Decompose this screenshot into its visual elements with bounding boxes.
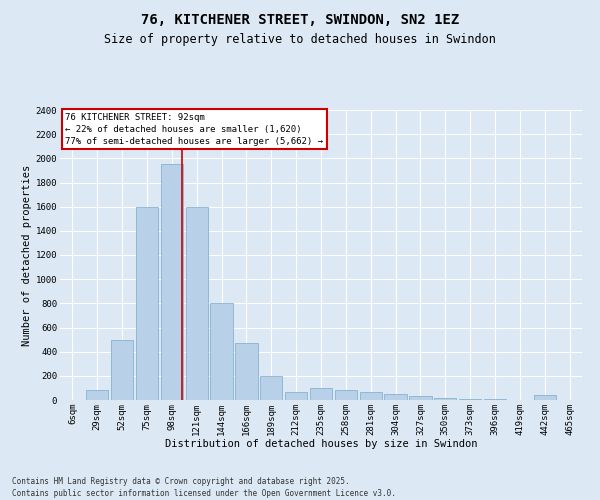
Bar [161,164,183,400]
Text: Contains HM Land Registry data © Crown copyright and database right 2025.
Contai: Contains HM Land Registry data © Crown c… [12,476,396,498]
X-axis label: Distribution of detached houses by size in Swindon: Distribution of detached houses by size … [165,439,477,449]
Bar [211,304,233,400]
Bar [285,392,307,400]
Bar [185,206,208,400]
Bar [533,395,556,400]
Bar [111,340,133,400]
Text: 76 KITCHENER STREET: 92sqm
← 22% of detached houses are smaller (1,620)
77% of s: 76 KITCHENER STREET: 92sqm ← 22% of deta… [65,113,323,146]
Bar [310,388,332,400]
Bar [86,390,109,400]
Text: 76, KITCHENER STREET, SWINDON, SN2 1EZ: 76, KITCHENER STREET, SWINDON, SN2 1EZ [141,12,459,26]
Bar [409,396,431,400]
Y-axis label: Number of detached properties: Number of detached properties [22,164,32,346]
Bar [260,376,283,400]
Bar [459,399,481,400]
Bar [136,206,158,400]
Bar [434,398,457,400]
Bar [235,343,257,400]
Bar [385,394,407,400]
Text: Size of property relative to detached houses in Swindon: Size of property relative to detached ho… [104,32,496,46]
Bar [359,392,382,400]
Bar [335,390,357,400]
